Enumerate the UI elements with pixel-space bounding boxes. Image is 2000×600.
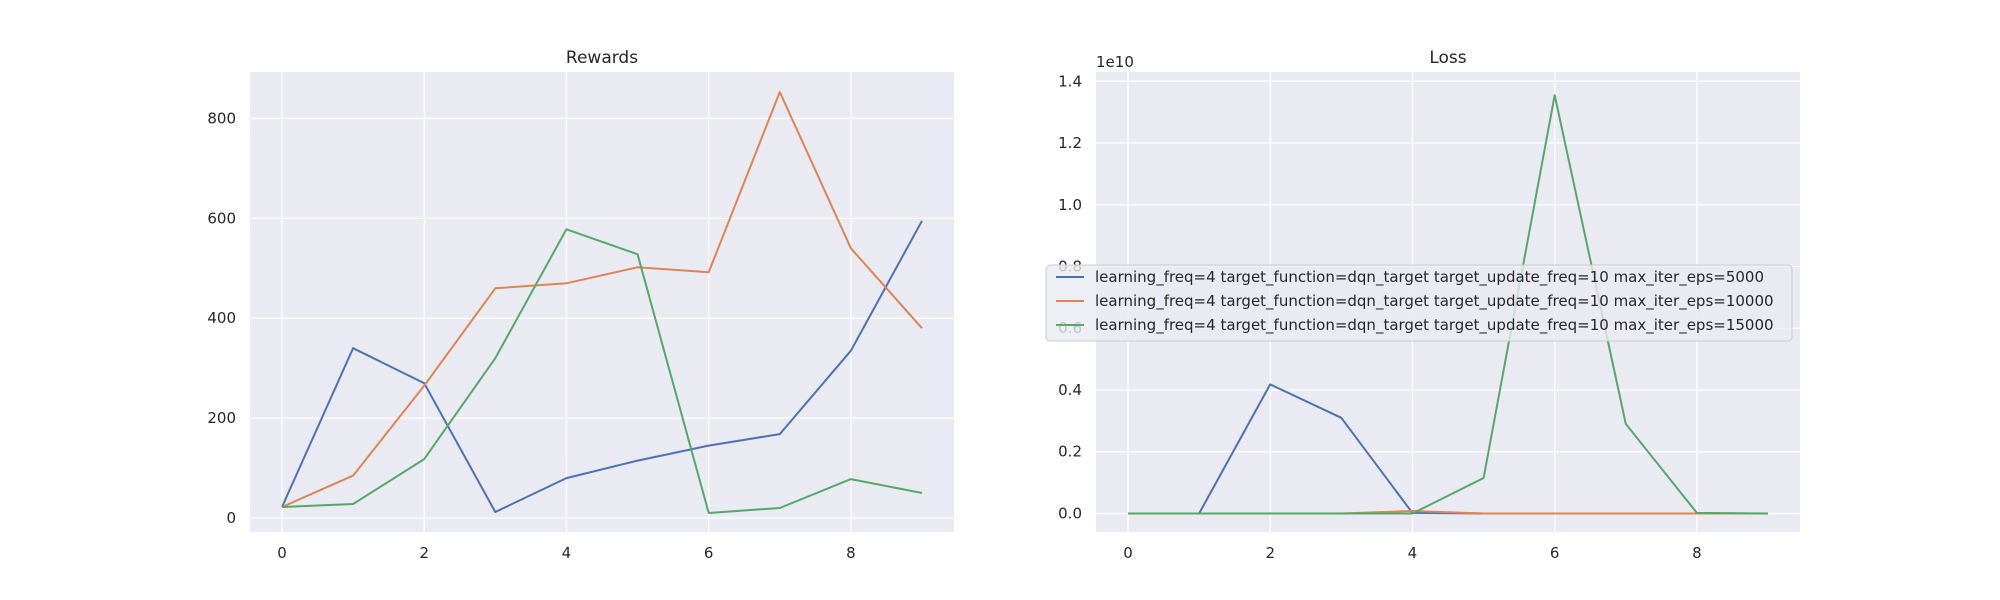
loss-y-tick-label: 0.2	[1058, 443, 1082, 461]
rewards-gridlines	[250, 72, 954, 532]
legend-label-3: learning_freq=4 target_function=dqn_targ…	[1095, 316, 1774, 335]
rewards-x-tick-label: 8	[846, 544, 856, 562]
loss-y-tick-label: 1.2	[1058, 134, 1082, 152]
rewards-x-tick-label: 4	[562, 544, 572, 562]
rewards-series-line-3	[281, 228, 923, 514]
rewards-plot-area	[250, 72, 954, 532]
loss-x-tick-label: 4	[1408, 544, 1418, 562]
rewards-y-tick-label: 800	[207, 109, 236, 127]
loss-y-tick-label: 0.0	[1058, 504, 1082, 522]
loss-x-tick-label: 6	[1550, 544, 1560, 562]
loss-x-tick-label: 8	[1692, 544, 1702, 562]
loss-y-tick-label: 0.4	[1058, 381, 1082, 399]
rewards-series-line-1	[281, 220, 923, 513]
loss-x-tick-label: 0	[1123, 544, 1133, 562]
rewards-title: Rewards	[566, 48, 638, 68]
legend-label-2: learning_freq=4 target_function=dqn_targ…	[1095, 292, 1774, 311]
legend-label-1: learning_freq=4 target_function=dqn_targ…	[1095, 268, 1764, 287]
loss-x-tick-label: 2	[1265, 544, 1275, 562]
rewards-y-tick-label: 400	[207, 309, 236, 327]
legend-box	[1045, 264, 1793, 342]
rewards-y-tick-label: 200	[207, 409, 236, 427]
rewards-x-tick-label: 2	[419, 544, 429, 562]
loss-series	[1128, 94, 1769, 515]
rewards-x-tick-label: 6	[704, 544, 714, 562]
rewards-y-tick-label: 600	[207, 209, 236, 227]
rewards-x-tick-label: 0	[277, 544, 287, 562]
loss-series-line-3	[1128, 94, 1769, 515]
rewards-series-line-2	[281, 91, 923, 508]
loss-title: Loss	[1429, 48, 1466, 68]
rewards-series	[281, 91, 923, 514]
rewards-chart: 0 2 4 6 8 0 200 400 600 800 Rewards	[207, 48, 954, 562]
loss-scale-label: 1e10	[1096, 53, 1134, 71]
rewards-tick-labels: 0 2 4 6 8 0 200 400 600 800	[207, 109, 855, 562]
legend: learning_freq=4 target_function=dqn_targ…	[1045, 264, 1793, 342]
loss-y-tick-label: 1.4	[1058, 72, 1082, 90]
loss-y-tick-label: 1.0	[1058, 196, 1082, 214]
rewards-y-tick-label: 0	[226, 509, 236, 527]
